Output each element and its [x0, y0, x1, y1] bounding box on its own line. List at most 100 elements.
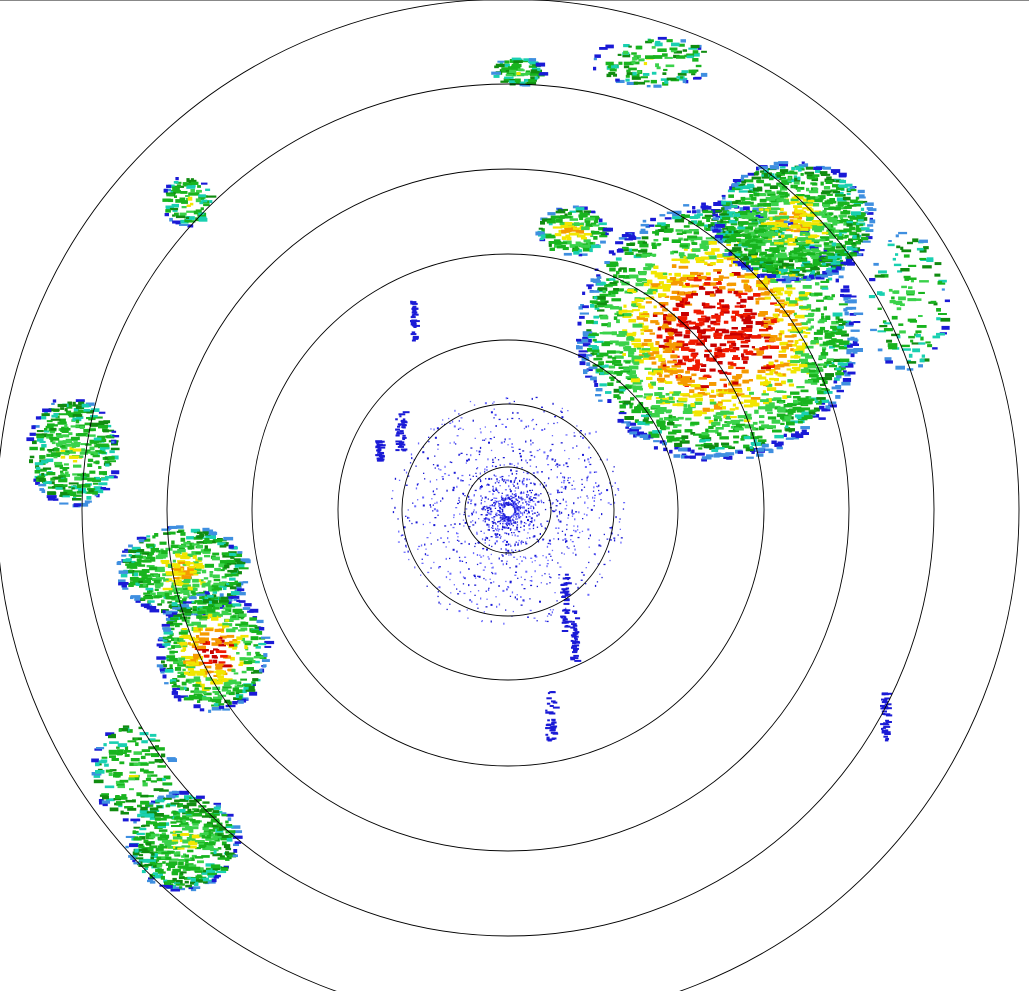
clutter-echo [402, 436, 407, 439]
clutter-echo [380, 446, 386, 449]
clutter-echo [529, 580, 532, 582]
clutter-echo [513, 556, 516, 558]
reflectivity-echo [700, 335, 711, 339]
clutter-echo [436, 464, 439, 467]
reflectivity-echo [779, 310, 783, 314]
reflectivity-echo [760, 324, 765, 327]
clutter-echo [497, 459, 500, 461]
reflectivity-echo [637, 240, 646, 244]
reflectivity-echo [680, 393, 689, 396]
clutter-echo [494, 503, 497, 505]
reflectivity-echo [664, 366, 670, 369]
clutter-echo [404, 538, 407, 540]
reflectivity-echo [689, 321, 696, 325]
reflectivity-echo [664, 347, 673, 351]
clutter-echo [398, 530, 400, 533]
reflectivity-echo [605, 360, 613, 364]
clutter-echo [458, 556, 461, 559]
clutter-echo [447, 530, 449, 533]
reflectivity-echo [754, 409, 759, 414]
clutter-echo [458, 540, 460, 542]
clutter-echo [411, 311, 418, 314]
reflectivity-echo [699, 321, 705, 326]
clutter-echo [539, 448, 541, 451]
clutter-echo [509, 523, 511, 525]
clutter-echo [503, 539, 506, 541]
reflectivity-echo [780, 232, 785, 236]
clutter-echo [500, 512, 502, 514]
reflectivity-echo [841, 333, 849, 337]
clutter-echo [556, 466, 559, 468]
clutter-echo [583, 513, 586, 515]
clutter-echo [491, 567, 494, 569]
reflectivity-echo [784, 290, 793, 295]
clutter-echo [490, 620, 492, 623]
reflectivity-echo [628, 422, 637, 426]
reflectivity-echo [841, 381, 851, 386]
clutter-echo [512, 411, 514, 414]
reflectivity-echo [612, 350, 620, 354]
reflectivity-echo [796, 415, 802, 420]
reflectivity-echo [822, 380, 828, 384]
reflectivity-echo [683, 256, 687, 259]
clutter-echo [483, 577, 485, 580]
clutter-echo [589, 471, 592, 474]
reflectivity-echo [648, 411, 653, 414]
reflectivity-echo [795, 186, 805, 190]
clutter-echo [496, 514, 498, 517]
clutter-echo [527, 494, 530, 497]
clutter-echo [549, 705, 554, 707]
reflectivity-echo [766, 344, 772, 349]
clutter-echo [509, 595, 512, 597]
clutter-echo [405, 471, 408, 474]
clutter-echo [493, 519, 495, 521]
clutter-echo [577, 525, 579, 528]
reflectivity-echo [692, 364, 700, 369]
reflectivity-echo [622, 314, 632, 318]
clutter-echo [572, 651, 578, 654]
clutter-echo [485, 506, 488, 508]
reflectivity-echo [787, 411, 794, 415]
reflectivity-echo [776, 413, 786, 418]
reflectivity-echo [777, 262, 787, 266]
reflectivity-echo [753, 293, 761, 297]
clutter-echo [608, 550, 610, 553]
reflectivity-echo [662, 287, 671, 292]
clutter-echo [525, 541, 527, 543]
reflectivity-echo [721, 207, 725, 211]
reflectivity-echo [741, 279, 750, 283]
clutter-echo [484, 520, 486, 523]
clutter-echo [558, 510, 561, 513]
reflectivity-echo [791, 325, 796, 329]
clutter-echo [503, 503, 505, 506]
clutter-echo [462, 493, 464, 496]
clutter-echo [520, 491, 522, 494]
reflectivity-echo [666, 339, 672, 344]
reflectivity-echo [688, 341, 696, 345]
clutter-echo [508, 554, 510, 556]
reflectivity-echo [616, 249, 624, 253]
clutter-echo [521, 540, 523, 542]
reflectivity-echo [676, 323, 680, 327]
clutter-echo [452, 489, 455, 492]
clutter-echo [456, 485, 458, 488]
clutter-echo [560, 491, 563, 493]
reflectivity-echo [730, 380, 736, 383]
reflectivity-echo [771, 319, 777, 324]
reflectivity-echo [617, 418, 624, 423]
clutter-echo [548, 573, 550, 575]
clutter-echo [529, 451, 532, 453]
reflectivity-echo [665, 409, 672, 414]
clutter-echo [881, 692, 889, 695]
reflectivity-echo [806, 320, 811, 324]
clutter-echo [472, 419, 474, 422]
clutter-echo [410, 453, 413, 456]
clutter-echo [596, 581, 599, 583]
clutter-echo [561, 621, 567, 624]
clutter-echo [503, 501, 505, 503]
reflectivity-echo [671, 290, 680, 294]
reflectivity-echo [781, 346, 789, 350]
reflectivity-echo [667, 341, 672, 345]
reflectivity-echo [613, 316, 618, 320]
